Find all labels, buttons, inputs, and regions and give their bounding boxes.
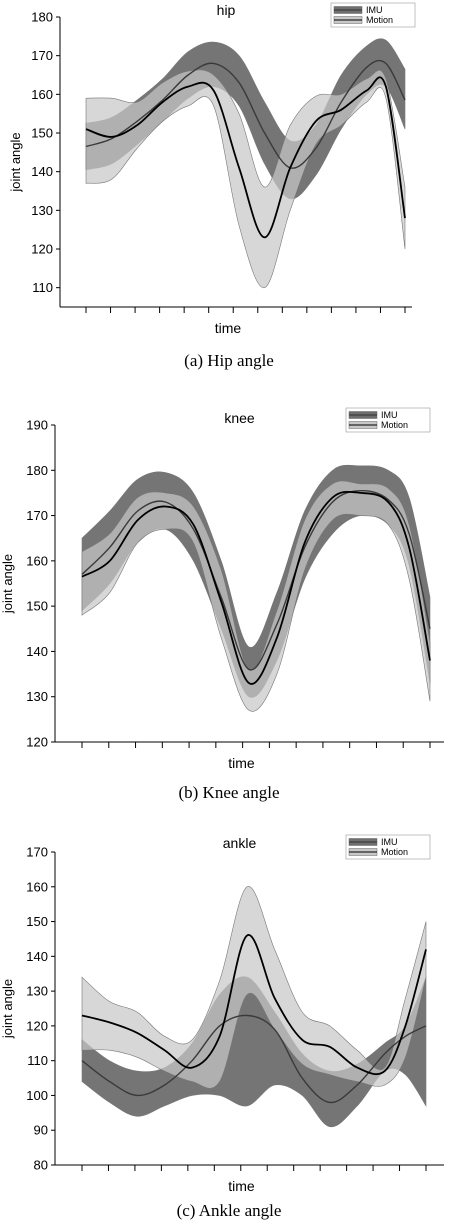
caption: (a) Hip angle xyxy=(184,351,274,370)
legend-label-motion: Motion xyxy=(381,847,408,857)
y-tick-label: 120 xyxy=(26,735,48,750)
y-tick-label: 170 xyxy=(26,845,48,860)
y-tick-label: 130 xyxy=(26,689,48,704)
line-motion xyxy=(81,490,431,685)
y-tick-label: 140 xyxy=(26,949,48,964)
y-axis-label: joint angle xyxy=(0,979,15,1039)
line-imu xyxy=(81,489,431,671)
chart-title: hip xyxy=(217,2,236,18)
caption: (b) Knee angle xyxy=(178,783,279,802)
y-tick-label: 180 xyxy=(31,10,53,25)
y-tick-label: 130 xyxy=(26,984,48,999)
chart-panel-ankle: 80 90 100 110 120 130 140 150 160 170 ankle time joi… xyxy=(0,834,444,1220)
legend-label-imu: IMU xyxy=(366,5,383,15)
y-tick-label: 100 xyxy=(26,1088,48,1103)
y-tick-label: 170 xyxy=(26,508,48,523)
y-tick-label: 180 xyxy=(26,463,48,478)
legend-label-imu: IMU xyxy=(381,837,398,847)
y-tick-label: 90 xyxy=(34,1123,48,1138)
y-tick-label: 80 xyxy=(34,1158,48,1173)
line-motion xyxy=(81,934,427,1076)
chart-panel-hip: 110 120 130 140 150 160 170 180 hip time joint ang… xyxy=(8,2,416,370)
line-imu xyxy=(85,59,406,169)
y-tick-label: 110 xyxy=(27,1053,48,1068)
x-axis-label: time xyxy=(215,320,242,336)
y-tick-label: 150 xyxy=(31,126,53,141)
legend-label-motion: Motion xyxy=(381,420,408,430)
y-axis-label: joint angle xyxy=(0,554,15,614)
chart-title: knee xyxy=(224,410,255,426)
y-tick-label: 170 xyxy=(31,48,53,63)
y-tick-label: 160 xyxy=(26,553,48,568)
line-imu xyxy=(81,1014,427,1104)
x-axis-label: time xyxy=(228,1178,255,1194)
y-tick-label: 140 xyxy=(31,164,53,179)
y-tick-label: 150 xyxy=(26,599,48,614)
band-motion xyxy=(85,69,406,289)
chart-panel-knee: 120 130 140 150 160 170 180 190 knee time joint an… xyxy=(0,407,444,802)
line-motion xyxy=(85,76,406,239)
x-axis-label: time xyxy=(228,755,255,771)
y-axis-label: joint angle xyxy=(8,132,23,192)
y-tick-label: 130 xyxy=(31,203,53,218)
caption: (c) Ankle angle xyxy=(177,1201,282,1220)
y-tick-label: 120 xyxy=(31,242,53,257)
y-tick-label: 190 xyxy=(26,418,48,433)
band-motion xyxy=(81,886,427,1089)
band-motion xyxy=(81,480,431,712)
chart-title: ankle xyxy=(223,835,257,851)
y-tick-label: 120 xyxy=(26,1018,48,1033)
legend-label-motion: Motion xyxy=(366,15,393,25)
y-tick-label: 140 xyxy=(26,644,48,659)
y-tick-label: 150 xyxy=(26,914,48,929)
y-tick-label: 160 xyxy=(31,87,53,102)
y-tick-label: 160 xyxy=(26,879,48,894)
y-tick-label: 110 xyxy=(32,280,53,295)
legend-label-imu: IMU xyxy=(381,410,398,420)
